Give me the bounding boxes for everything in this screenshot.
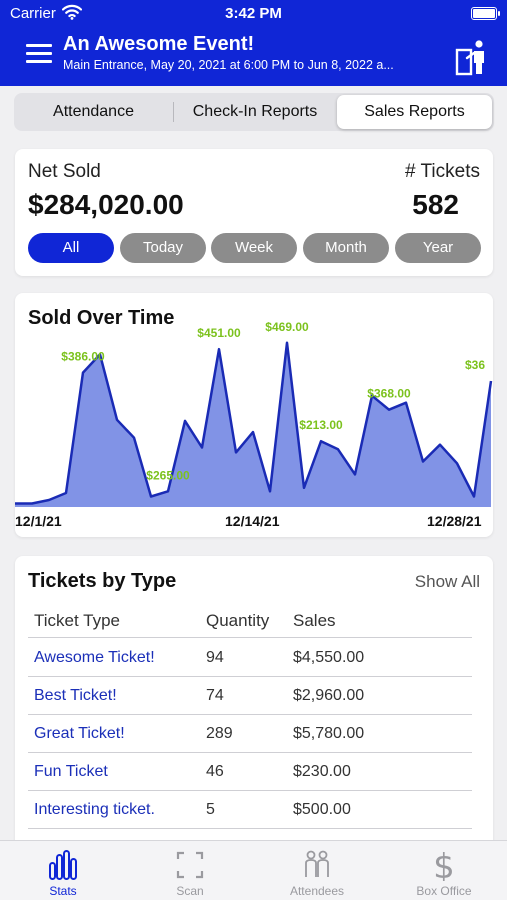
kiosk-mode-icon[interactable] <box>455 38 489 76</box>
tab-scan[interactable]: Scan <box>127 841 253 900</box>
report-tabs: Attendance Check-In Reports Sales Report… <box>14 93 494 131</box>
ticket-type-cell: Great Ticket! <box>34 725 125 742</box>
chart-title: Sold Over Time <box>28 307 175 329</box>
tab-attendees[interactable]: Attendees <box>254 841 380 900</box>
filter-month-button[interactable]: Month <box>303 233 389 263</box>
ticket-type-cell: Best Ticket! <box>34 687 117 704</box>
wifi-icon <box>62 4 82 20</box>
tickets-count-value: 582 <box>412 189 459 220</box>
tickets-by-type-title: Tickets by Type <box>28 570 177 592</box>
filter-today-button[interactable]: Today <box>120 233 206 263</box>
header-ticket-type: Ticket Type <box>34 611 120 630</box>
sold-over-time-card: Sold Over Time $386.00 $265.00 $451.00 $469… <box>15 293 493 537</box>
tab-attendees-label: Attendees <box>289 884 345 898</box>
sales-cell: $230.00 <box>293 763 351 780</box>
table-row[interactable]: Awesome Ticket! 94 $4,550.00 <box>28 639 472 677</box>
attendees-icon <box>305 850 329 877</box>
quantity-cell: 74 <box>206 687 224 704</box>
table-row[interactable]: Best Ticket! 74 $2,960.00 <box>28 677 472 715</box>
event-title: An Awesome Event! <box>63 33 255 55</box>
chart-data-label: $469.00 <box>265 320 309 334</box>
status-bar: Carrier 3:42 PM <box>0 0 507 28</box>
chart-data-label: $36 <box>465 358 485 372</box>
tab-bar: Stats Scan Attendees $ Box Office <box>0 840 507 900</box>
chart-data-label: $265.00 <box>146 468 190 482</box>
x-tick-label: 12/28/21 <box>427 513 482 529</box>
net-sold-value: $284,020.00 <box>28 189 184 220</box>
tab-sales-reports[interactable]: Sales Reports <box>337 95 492 129</box>
sold-over-time-chart: $386.00 $265.00 $451.00 $469.00 $213.00 $368.… <box>15 320 493 529</box>
dollar-icon: $ <box>433 849 455 881</box>
quantity-cell: 5 <box>206 801 215 818</box>
table-row[interactable]: Fun Ticket 46 $230.00 <box>28 753 472 791</box>
filter-all-button[interactable]: All <box>28 233 114 263</box>
ticket-type-cell: Fun Ticket <box>34 763 108 780</box>
menu-icon[interactable] <box>26 44 52 64</box>
sales-cell: $5,780.00 <box>293 725 365 742</box>
chart-series-line <box>15 341 493 505</box>
nav-bar: An Awesome Event! Main Entrance, May 20,… <box>0 28 507 86</box>
stats-icon <box>49 850 77 880</box>
filter-year-button[interactable]: Year <box>395 233 481 263</box>
tab-stats[interactable]: Stats <box>0 841 126 900</box>
tab-box-office-label: Box Office <box>416 884 472 898</box>
quantity-cell: 289 <box>206 725 233 742</box>
ticket-type-cell: Awesome Ticket! <box>34 649 155 666</box>
show-all-button[interactable]: Show All <box>414 572 480 591</box>
chart-data-label: $386.00 <box>61 350 105 364</box>
table-row[interactable]: Interesting ticket. 5 $500.00 <box>28 791 472 829</box>
quantity-cell: 94 <box>206 649 224 666</box>
carrier-label: Carrier <box>10 5 56 22</box>
chart-data-label: $368.00 <box>367 387 411 401</box>
header-sales: Sales <box>293 611 336 630</box>
sales-cell: $2,960.00 <box>293 687 365 704</box>
sales-cell: $4,550.00 <box>293 649 365 666</box>
tab-stats-label: Stats <box>49 884 77 898</box>
tab-check-in-reports[interactable]: Check-In Reports <box>192 103 318 120</box>
battery-icon <box>471 7 500 20</box>
chart-data-label: $213.00 <box>299 418 343 432</box>
svg-text:$: $ <box>433 849 455 881</box>
chart-area <box>15 342 491 507</box>
filter-week-button[interactable]: Week <box>211 233 297 263</box>
scan-icon <box>176 851 204 879</box>
tickets-count-label: # Tickets <box>405 161 480 182</box>
x-tick-label: 12/14/21 <box>225 513 280 529</box>
tickets-by-type-card: Tickets by Type Show All Ticket Type Qua… <box>15 556 493 856</box>
x-tick-label: 12/1/21 <box>15 513 62 529</box>
tab-scan-label: Scan <box>176 884 204 898</box>
tab-attendance[interactable]: Attendance <box>53 103 134 120</box>
quantity-cell: 46 <box>206 763 224 780</box>
clock: 3:42 PM <box>225 5 282 22</box>
net-sold-label: Net Sold <box>28 161 101 182</box>
ticket-type-cell: Interesting ticket. <box>34 801 155 818</box>
sales-summary-card: Net Sold # Tickets $284,020.00 582 All T… <box>15 149 493 276</box>
tab-box-office[interactable]: $ Box Office <box>381 841 507 900</box>
event-subtitle: Main Entrance, May 20, 2021 at 6:00 PM t… <box>63 58 394 72</box>
table-row[interactable]: Great Ticket! 289 $5,780.00 <box>28 715 472 753</box>
table-header: Ticket Type Quantity Sales <box>28 608 472 638</box>
header-quantity: Quantity <box>206 611 270 630</box>
sales-cell: $500.00 <box>293 801 351 818</box>
chart-data-label: $451.00 <box>197 326 241 340</box>
